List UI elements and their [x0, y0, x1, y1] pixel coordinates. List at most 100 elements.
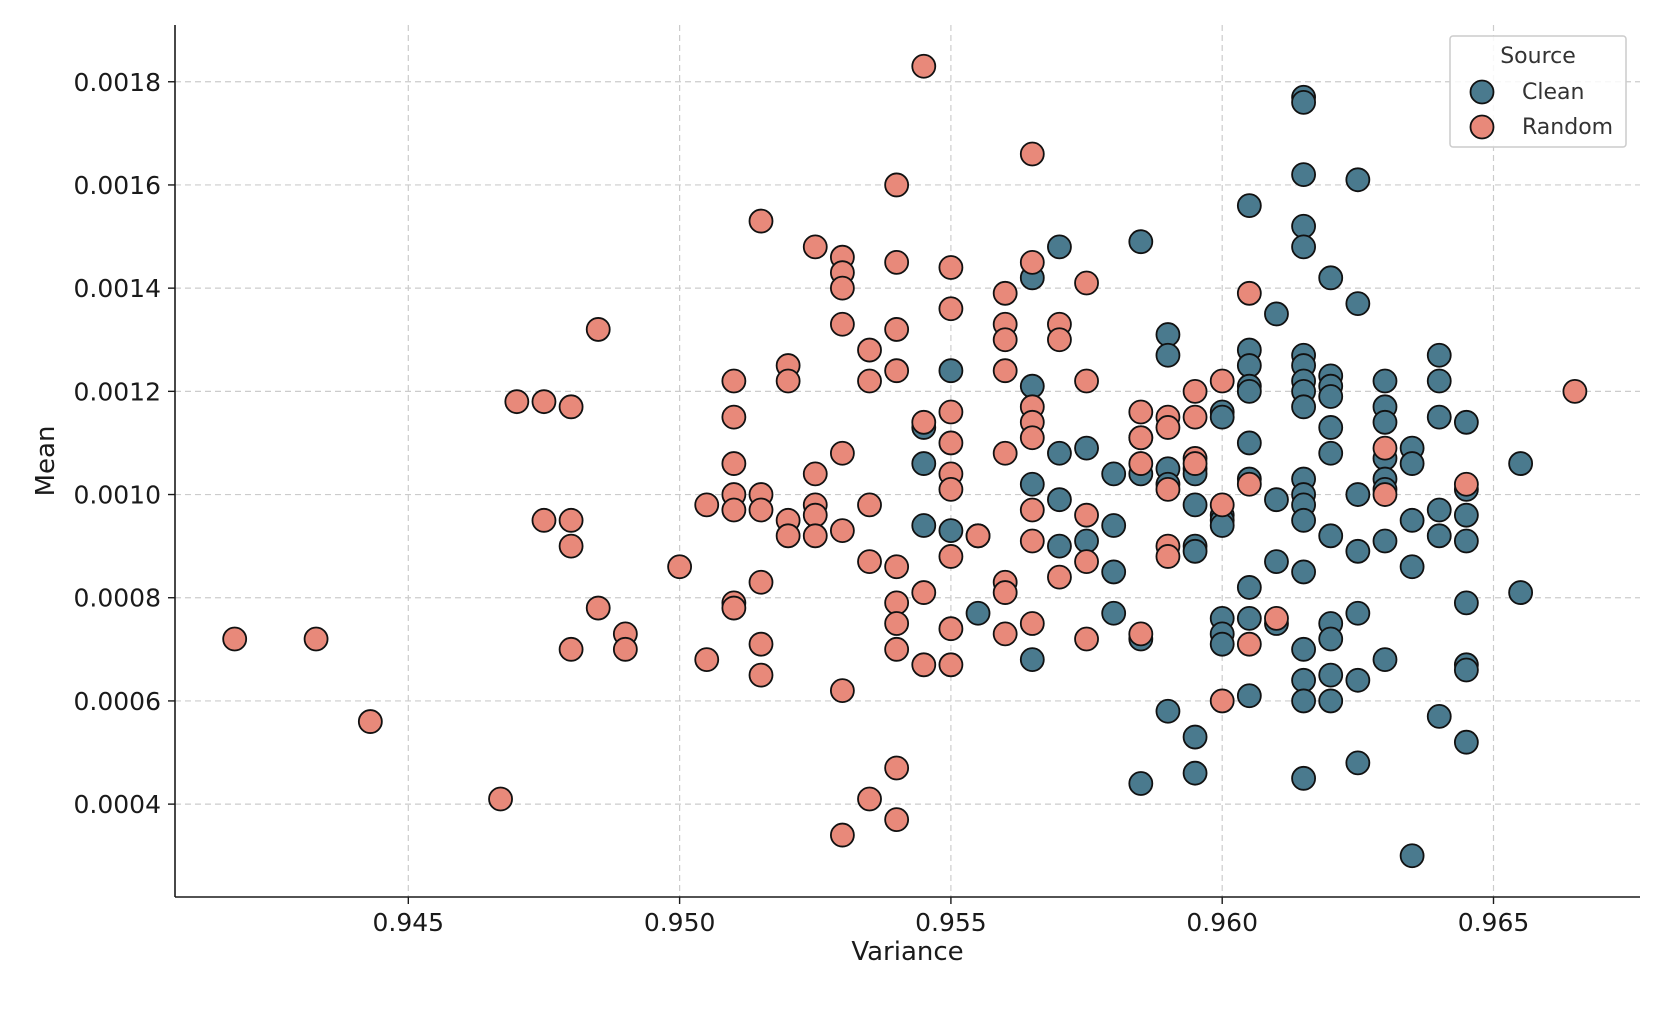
- data-point-random: [802, 234, 828, 260]
- data-point-clean: [1372, 409, 1398, 435]
- data-point-random: [222, 626, 248, 652]
- data-point-random: [558, 636, 584, 662]
- data-point-random: [1128, 425, 1154, 451]
- data-point-random: [1236, 280, 1262, 306]
- data-point-clean: [1101, 559, 1127, 585]
- y-tick-label: 0.0016: [74, 171, 161, 200]
- data-point-random: [721, 368, 747, 394]
- data-point-random: [829, 678, 855, 704]
- y-tick-label: 0.0006: [74, 687, 161, 716]
- data-point-clean: [1155, 342, 1181, 368]
- data-point-clean: [1236, 193, 1262, 218]
- data-point-random: [938, 544, 964, 569]
- data-point-clean: [1128, 229, 1154, 255]
- data-point-clean: [1182, 538, 1208, 564]
- data-point-random: [884, 554, 910, 580]
- data-point-random: [1019, 425, 1045, 451]
- data-point-clean: [1318, 265, 1344, 291]
- data-point-clean: [1372, 647, 1398, 673]
- data-point-random: [721, 497, 747, 523]
- data-point-random: [1047, 327, 1072, 353]
- data-point-random: [1182, 404, 1208, 430]
- data-point-random: [857, 786, 882, 812]
- data-point-random: [303, 626, 329, 652]
- data-point-random: [1372, 435, 1398, 461]
- y-tick-label: 0.0010: [74, 481, 161, 510]
- data-point-clean: [1291, 667, 1316, 693]
- data-point-clean: [1236, 430, 1262, 456]
- data-point-random: [938, 476, 964, 502]
- data-point-random: [802, 502, 828, 528]
- data-point-clean: [1399, 554, 1425, 580]
- data-point-random: [1236, 471, 1262, 497]
- data-point-clean: [1236, 575, 1262, 600]
- y-tick-label: 0.0018: [74, 68, 161, 97]
- data-point-random: [531, 389, 557, 415]
- data-point-clean: [1264, 549, 1289, 575]
- data-point-clean: [1236, 683, 1262, 709]
- data-point-random: [1047, 564, 1072, 590]
- x-tick-label: 0.960: [1186, 908, 1258, 937]
- data-point-random: [938, 255, 964, 280]
- data-point-random: [857, 492, 882, 518]
- data-point-clean: [1345, 667, 1371, 693]
- data-point-random: [1019, 249, 1045, 275]
- data-point-clean: [1155, 322, 1181, 347]
- legend-box: [1449, 35, 1627, 148]
- data-point-clean: [1345, 538, 1371, 564]
- data-point-clean: [1426, 404, 1452, 430]
- data-point-random: [938, 399, 964, 425]
- y-tick-label: 0.0014: [74, 274, 161, 303]
- data-point-random: [911, 53, 937, 79]
- data-point-clean: [1019, 373, 1045, 399]
- data-point-random: [558, 394, 584, 420]
- data-point-random: [357, 709, 383, 734]
- data-point-random: [612, 636, 638, 662]
- data-point-clean: [1426, 523, 1452, 549]
- data-point-clean: [1236, 378, 1262, 404]
- data-point-clean: [1209, 404, 1235, 430]
- data-point-random: [857, 368, 882, 394]
- data-point-random: [884, 358, 910, 384]
- data-point-random: [1019, 497, 1045, 523]
- data-point-random: [884, 590, 910, 616]
- legend-title: Source: [1500, 44, 1576, 69]
- data-point-clean: [1074, 528, 1099, 554]
- data-point-clean: [1155, 698, 1181, 724]
- data-point-random: [1182, 451, 1208, 476]
- data-point-clean: [1236, 605, 1262, 631]
- data-point-random: [1128, 621, 1154, 647]
- data-point-clean: [1318, 626, 1344, 652]
- data-point-clean: [1264, 487, 1289, 513]
- data-point-random: [531, 507, 557, 533]
- data-point-clean: [1453, 409, 1479, 435]
- data-point-random: [1372, 482, 1398, 507]
- data-point-clean: [938, 358, 964, 384]
- y-axis-label: Mean: [31, 426, 61, 497]
- data-point-clean: [1453, 528, 1479, 554]
- data-point-random: [721, 404, 747, 430]
- data-point-clean: [1345, 291, 1371, 317]
- data-point-clean: [1372, 368, 1398, 394]
- data-point-clean: [1128, 771, 1154, 796]
- data-point-random: [829, 275, 855, 301]
- legend-label-clean: Clean: [1522, 80, 1584, 105]
- data-point-random: [1562, 378, 1588, 404]
- data-point-random: [1074, 270, 1099, 296]
- y-tick-label: 0.0012: [74, 377, 161, 406]
- data-point-random: [829, 440, 855, 466]
- data-point-clean: [1399, 507, 1425, 533]
- data-point-clean: [1209, 631, 1235, 657]
- data-point-random: [775, 523, 801, 549]
- data-point-random: [938, 616, 964, 642]
- data-point-clean: [1372, 528, 1398, 554]
- data-point-clean: [1345, 482, 1371, 507]
- data-point-random: [884, 807, 910, 833]
- data-point-random: [721, 451, 747, 476]
- data-point-clean: [1291, 234, 1316, 260]
- data-point-clean: [1291, 636, 1316, 662]
- data-point-clean: [1182, 724, 1208, 750]
- data-point-random: [829, 822, 855, 848]
- data-point-random: [938, 652, 964, 678]
